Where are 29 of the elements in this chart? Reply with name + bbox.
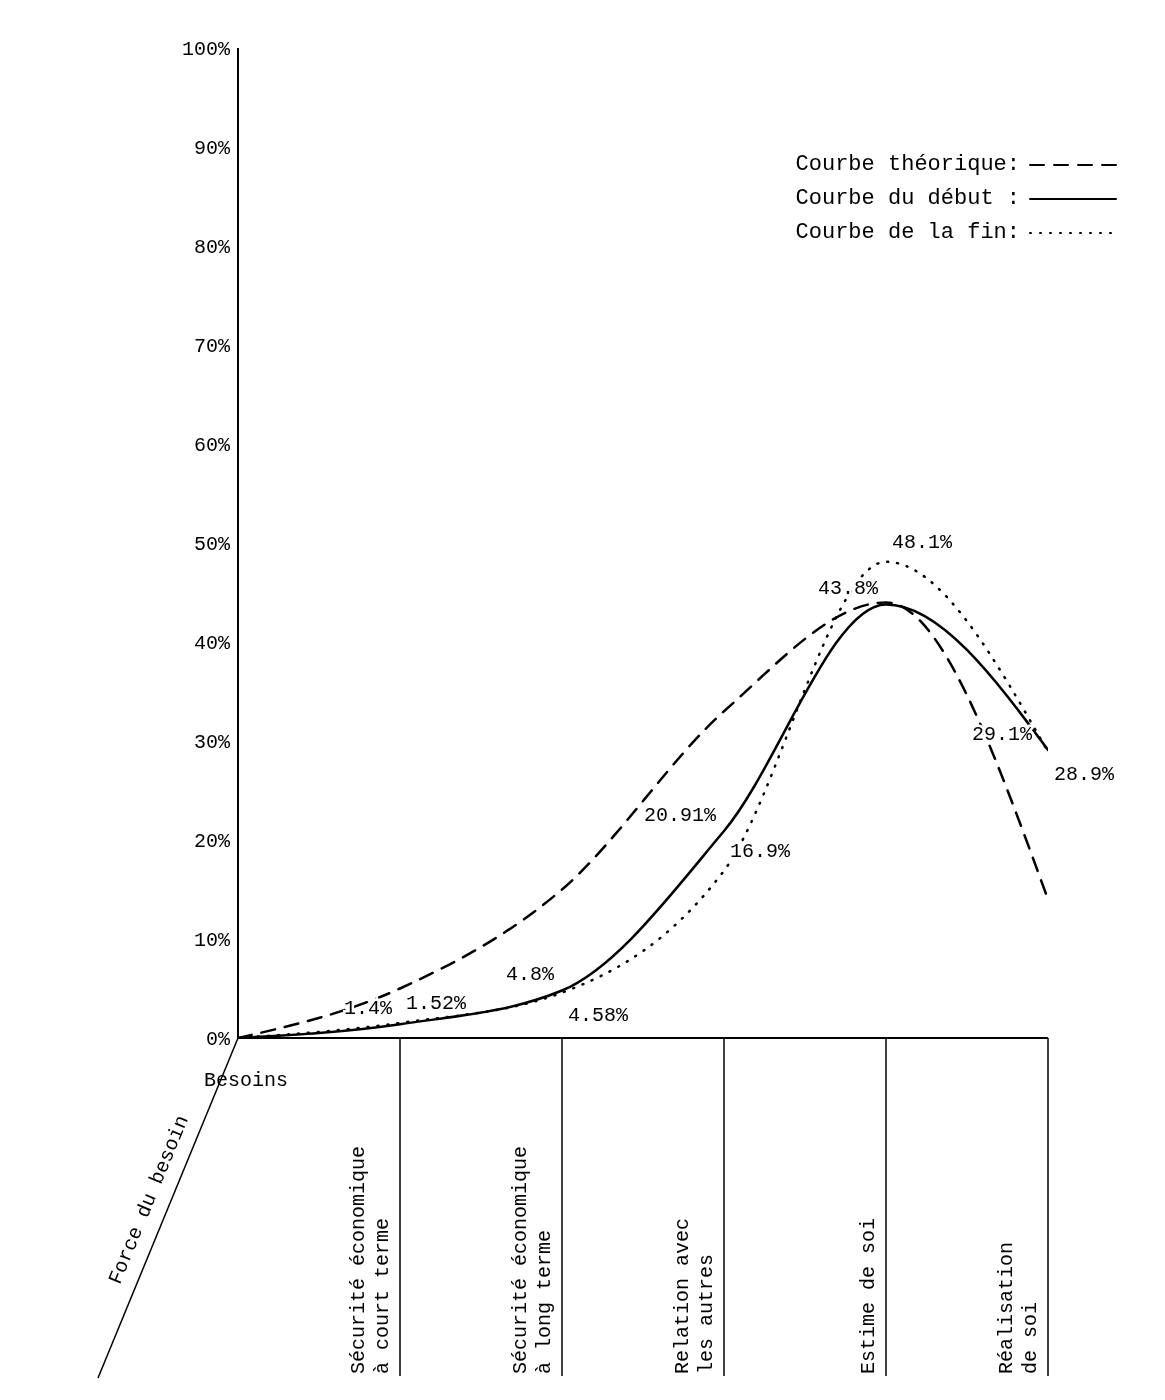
data-label: 16.9% xyxy=(730,839,792,863)
data-label: 29.1% xyxy=(971,722,1033,746)
x-tick-label: Estime de soi xyxy=(857,1217,880,1374)
y-tick-label: 80% xyxy=(193,236,231,260)
legend-label: Courbe de la fin: xyxy=(795,219,1020,247)
x-tick-label: Sécurité économique à court terme xyxy=(347,1145,394,1374)
x-tick-label: Réalisation de soi xyxy=(995,1241,1042,1374)
data-label: 48.1% xyxy=(892,530,954,554)
y-tick-label: 10% xyxy=(193,929,231,953)
legend-label: Courbe du début : xyxy=(795,185,1020,213)
y-tick-label: 40% xyxy=(193,632,231,656)
data-label: 4.8% xyxy=(505,963,555,987)
data-label: 1.52% xyxy=(406,991,468,1015)
data-label: 4.58% xyxy=(568,1003,630,1027)
y-tick-label: 0% xyxy=(205,1028,231,1052)
y-tick-label: 60% xyxy=(193,434,231,458)
legend-label: Courbe théorique: xyxy=(795,151,1020,179)
y-tick-label: 100% xyxy=(181,38,231,62)
data-label: 20.91% xyxy=(643,803,717,827)
x-tick-label: Sécurité économique à long terme xyxy=(509,1145,556,1374)
y-tick-label: 30% xyxy=(193,731,231,755)
x-tick-label: Relation avec les autres xyxy=(671,1217,718,1374)
y-tick-label: 50% xyxy=(193,533,231,557)
data-label: 28.9% xyxy=(1054,762,1116,786)
data-label: 43.8% xyxy=(817,577,879,601)
y-tick-label: 20% xyxy=(193,830,231,854)
y-tick-label: 70% xyxy=(193,335,231,359)
data-label: 1.4% xyxy=(343,997,393,1021)
y-tick-label: 90% xyxy=(193,137,231,161)
